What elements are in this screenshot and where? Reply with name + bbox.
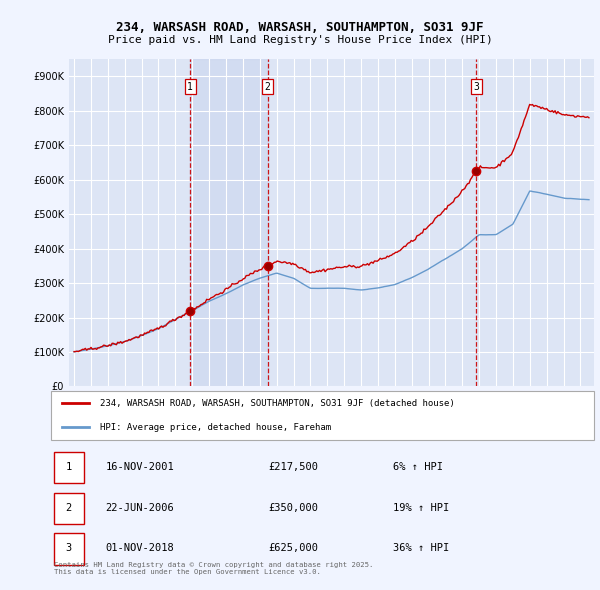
Text: £217,500: £217,500 <box>268 462 318 472</box>
Text: 36% ↑ HPI: 36% ↑ HPI <box>393 543 449 553</box>
Text: 1: 1 <box>187 81 193 91</box>
Text: 19% ↑ HPI: 19% ↑ HPI <box>393 503 449 513</box>
Text: HPI: Average price, detached house, Fareham: HPI: Average price, detached house, Fare… <box>100 423 331 432</box>
FancyBboxPatch shape <box>54 452 83 483</box>
Text: 2: 2 <box>65 503 71 513</box>
FancyBboxPatch shape <box>51 391 594 440</box>
Text: Price paid vs. HM Land Registry's House Price Index (HPI): Price paid vs. HM Land Registry's House … <box>107 35 493 45</box>
Text: 1: 1 <box>65 462 71 472</box>
FancyBboxPatch shape <box>54 533 83 565</box>
Text: 2: 2 <box>265 81 271 91</box>
Text: 6% ↑ HPI: 6% ↑ HPI <box>393 462 443 472</box>
Text: 16-NOV-2001: 16-NOV-2001 <box>106 462 174 472</box>
Text: 3: 3 <box>65 543 71 553</box>
Text: £350,000: £350,000 <box>268 503 318 513</box>
Text: 3: 3 <box>473 81 479 91</box>
Text: Contains HM Land Registry data © Crown copyright and database right 2025.
This d: Contains HM Land Registry data © Crown c… <box>54 562 373 575</box>
Text: £625,000: £625,000 <box>268 543 318 553</box>
Text: 01-NOV-2018: 01-NOV-2018 <box>106 543 174 553</box>
Text: 234, WARSASH ROAD, WARSASH, SOUTHAMPTON, SO31 9JF: 234, WARSASH ROAD, WARSASH, SOUTHAMPTON,… <box>116 21 484 34</box>
Text: 234, WARSASH ROAD, WARSASH, SOUTHAMPTON, SO31 9JF (detached house): 234, WARSASH ROAD, WARSASH, SOUTHAMPTON,… <box>100 399 455 408</box>
FancyBboxPatch shape <box>54 493 83 524</box>
Bar <box>190 59 268 386</box>
Text: 22-JUN-2006: 22-JUN-2006 <box>106 503 174 513</box>
